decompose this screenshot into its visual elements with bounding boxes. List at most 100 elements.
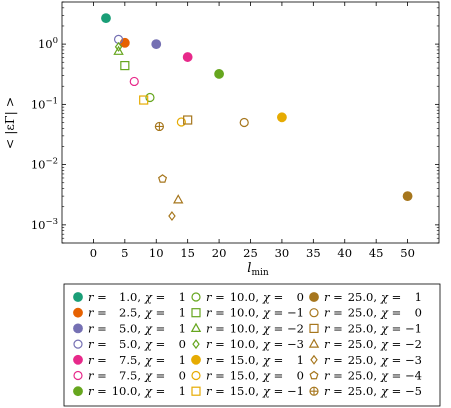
legend-label-chi: χ = [144,290,165,304]
legend-value-chi: −2 [287,321,304,335]
x-axis-label: lmin [247,261,269,278]
legend-value-chi: −5 [405,384,422,398]
legend-entry: r = 15.0, χ = −1 [191,384,304,398]
legend-label-r: r = [88,321,107,335]
legend-marker [309,308,319,318]
legend-entry: r = 15.0, χ = 1 [191,353,304,367]
legend-label-r: r = [206,369,225,383]
data-point [114,41,123,52]
data-point [120,60,130,71]
legend: r = 1.0, χ = 1r = 2.5, χ = 1r = 5.0, χ = 1r = … [73,290,422,398]
data-point [158,174,168,183]
legend-marker [73,339,83,349]
legend-value-chi: 0 [297,369,304,383]
legend-label-chi: χ = [380,306,401,320]
legend-value-r: 10.0, [230,290,259,304]
legend-value-chi: 1 [297,353,304,367]
legend-value-r: 7.5, [119,353,141,367]
legend-marker [192,339,200,350]
legend-label-chi: χ = [262,337,283,351]
legend-value-chi: 0 [415,306,422,320]
legend-marker [73,323,83,334]
legend-label-r: r = [206,337,225,351]
legend-marker [73,307,83,318]
legend-label-chi: χ = [262,290,283,304]
legend-value-chi: −4 [405,369,422,383]
legend-marker [73,354,83,365]
legend-label-chi: χ = [262,353,283,367]
legend-label-chi: χ = [380,321,401,335]
data-point [182,52,193,62]
data-point [277,112,287,123]
legend-marker [191,370,201,381]
legend-label-r: r = [324,321,343,335]
legend-marker [309,370,319,380]
legend-value-r: 5.0, [119,337,141,351]
legend-entry: r = 7.5, χ = 1 [73,353,186,367]
data-point [173,194,184,204]
legend-entry: r = 25.0, χ = 1 [309,290,422,304]
x-tick-label: 15 [180,246,195,260]
data-point [129,76,139,87]
legend-value-chi: 1 [179,384,186,398]
x-tick-label: 10 [149,246,164,260]
legend-label-r: r = [324,306,343,320]
legend-entry: r = 25.0, χ = −3 [310,353,422,367]
legend-marker [191,354,201,365]
legend-value-chi: 0 [297,290,304,304]
x-axis-label-base: l [247,261,251,276]
legend-label-r: r = [324,384,343,398]
legend-label-r: r = [324,353,343,367]
legend-entry: r = 10.0, χ = 1 [73,384,186,398]
legend-entry: r = 5.0, χ = 1 [73,321,186,335]
legend-marker [191,308,201,318]
x-tick-label: 20 [212,246,227,260]
legend-value-chi: −2 [405,337,422,351]
legend-label-chi: χ = [262,306,283,320]
legend-value-r: 15.0, [230,353,259,367]
legend-marker [309,292,319,302]
legend-value-r: 10.0, [230,337,259,351]
legend-entry: r = 25.0, χ = 0 [309,306,422,320]
legend-label-chi: χ = [262,384,283,398]
legend-value-r: 25.0, [348,337,377,351]
legend-label-chi: χ = [144,353,165,367]
legend-label-chi: χ = [380,384,401,398]
legend-value-r: 10.0, [112,384,141,398]
legend-value-r: 25.0, [348,384,377,398]
legend-value-chi: −1 [405,321,422,335]
data-point [154,121,164,132]
legend-label-r: r = [206,384,225,398]
data-point [101,13,111,24]
plot-markers [101,13,413,222]
legend-marker [309,386,319,396]
legend-value-chi: 1 [179,321,186,335]
legend-marker [191,292,201,302]
legend-value-r: 10.0, [230,306,259,320]
legend-value-r: 25.0, [348,290,377,304]
x-axis: 0 5 10 15 20 25 30 35 40 45 50 [90,2,415,260]
data-point [214,69,224,79]
legend-value-chi: −3 [405,353,422,367]
legend-entry: r = 10.0, χ = −1 [191,306,304,320]
legend-label-chi: χ = [144,321,165,335]
legend-label-chi: χ = [262,321,283,335]
legend-label-r: r = [88,353,107,367]
legend-label-r: r = [206,321,225,335]
legend-label-r: r = [88,384,107,398]
y-axis: 10−3 10−2 10−1 100 [31,1,439,244]
legend-value-chi: 1 [179,290,186,304]
x-tick-label: 50 [400,246,415,260]
x-tick-label: 30 [275,246,290,260]
legend-entry: r = 25.0, χ = −2 [308,337,422,351]
legend-label-r: r = [88,337,107,351]
legend-box [63,283,441,407]
legend-label-r: r = [88,306,107,320]
data-point [402,191,413,202]
legend-label-chi: χ = [144,337,165,351]
legend-label-r: r = [206,306,225,320]
legend-entry: r = 10.0, χ = 0 [191,290,304,304]
legend-marker [73,386,83,397]
legend-label-r: r = [324,290,343,304]
